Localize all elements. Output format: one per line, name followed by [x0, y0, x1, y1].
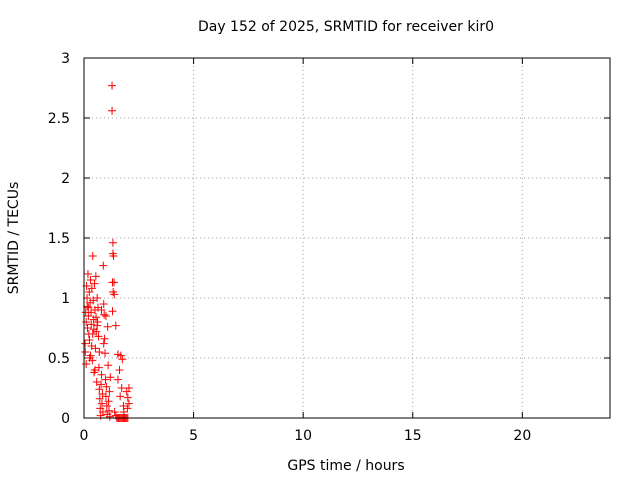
data-point — [85, 336, 94, 344]
data-point — [95, 385, 104, 394]
data-point — [93, 321, 102, 330]
plot-frame — [83, 57, 611, 419]
x-tick-label: 5 — [189, 428, 198, 444]
x-tick-label: 20 — [513, 428, 531, 444]
y-tick-label: 1.5 — [48, 231, 70, 247]
x-tick-label: 0 — [80, 428, 89, 444]
data-point — [81, 348, 90, 356]
data-point — [104, 361, 113, 370]
data-point — [123, 393, 132, 402]
data-point — [88, 330, 97, 338]
data-point — [103, 322, 112, 331]
data-point — [118, 355, 127, 364]
data-point — [102, 402, 111, 410]
data-point — [101, 312, 110, 320]
data-point — [104, 397, 113, 406]
data-point — [90, 279, 99, 288]
data-point — [101, 349, 110, 358]
data-point — [95, 394, 104, 403]
data-point — [97, 380, 106, 389]
data-point — [124, 399, 133, 408]
data-point — [109, 252, 118, 260]
data-point — [123, 404, 132, 413]
data-point — [87, 284, 96, 293]
data-point — [104, 406, 113, 415]
data-point — [105, 387, 114, 396]
data-point — [97, 306, 106, 314]
data-point — [122, 387, 131, 396]
chart-title: Day 152 of 2025, SRMTID for receiver kir… — [198, 19, 494, 35]
y-tick-label: 0 — [61, 411, 70, 427]
data-point — [84, 303, 93, 312]
y-axis-label: SRMTID / TECUs — [6, 182, 22, 295]
data-point — [110, 290, 119, 299]
x-tick-label: 15 — [404, 428, 422, 444]
y-tick-label: 2 — [61, 171, 70, 187]
x-tick-label: 10 — [294, 428, 312, 444]
data-point — [108, 307, 117, 316]
data-point — [117, 384, 126, 392]
data-point — [101, 375, 110, 384]
data-point — [88, 356, 97, 365]
data-point — [94, 332, 103, 341]
y-tick-label: 2.5 — [48, 111, 70, 127]
data-point — [115, 366, 124, 374]
data-point — [110, 408, 119, 416]
data-point — [99, 261, 108, 270]
data-point — [116, 392, 125, 401]
x-tick-labels: 0 5 10 15 20 — [80, 428, 532, 444]
data-point — [99, 339, 108, 348]
data-point — [97, 370, 106, 379]
data-point — [83, 324, 92, 332]
data-point — [110, 278, 119, 287]
data-point — [105, 412, 114, 421]
data-point — [88, 252, 97, 260]
data-point — [91, 272, 100, 281]
data-point — [87, 320, 96, 329]
data-point — [108, 106, 117, 115]
y-tick-label: 1 — [61, 291, 70, 307]
data-point — [91, 344, 100, 353]
data-point — [113, 375, 122, 384]
y-tick-label: 3 — [61, 51, 70, 67]
data-point — [81, 339, 90, 348]
data-point — [86, 351, 95, 360]
data-point — [116, 351, 125, 360]
data-point — [90, 366, 99, 374]
data-point — [82, 360, 91, 368]
data-point — [86, 276, 95, 284]
data-point — [111, 321, 120, 330]
x-axis-label: GPS time / hours — [287, 458, 404, 474]
data-point — [92, 378, 101, 386]
data-point — [100, 310, 109, 319]
axis-ticks — [83, 57, 610, 419]
data-point — [92, 313, 101, 322]
data-point — [124, 384, 133, 392]
y-tick-label: 0.5 — [48, 351, 70, 367]
data-point — [98, 408, 107, 416]
data-point — [83, 270, 92, 278]
data-point — [102, 382, 111, 391]
data-point — [108, 238, 117, 247]
data-point — [101, 392, 110, 401]
y-tick-labels: 0 0.5 1 1.5 2 2.5 3 — [48, 51, 70, 427]
data-points — [81, 81, 133, 422]
data-point — [100, 334, 109, 343]
data-point — [99, 300, 108, 308]
data-point — [97, 399, 106, 408]
grid-lines — [84, 58, 610, 418]
data-point — [106, 373, 115, 382]
data-point — [93, 294, 102, 302]
data-point — [108, 81, 117, 90]
data-point — [95, 348, 104, 356]
